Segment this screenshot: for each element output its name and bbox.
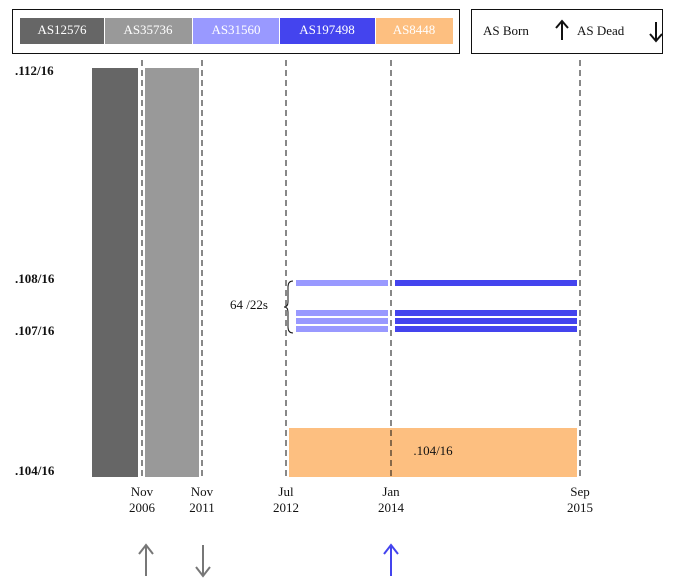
y-label: .112/16 [15, 63, 54, 78]
dead-arrow [195, 545, 211, 578]
legend-label: AS35736 [123, 22, 173, 37]
as31560-line [296, 280, 388, 286]
brace [283, 280, 294, 334]
legend-label: AS12576 [37, 22, 87, 37]
as31560-line [296, 310, 388, 316]
as8448-block [289, 428, 577, 477]
block-label: .104/16 [413, 443, 453, 458]
dead-icon [649, 22, 663, 43]
as31560-line [296, 326, 388, 332]
x-year: 2015 [567, 500, 593, 515]
born-arrow [383, 543, 399, 576]
legend-swatch [105, 18, 192, 44]
prefix-lines [296, 280, 577, 332]
as197498-line [395, 326, 577, 332]
x-year: 2006 [129, 500, 156, 515]
x-month: Jan [382, 484, 400, 499]
dead-label: AS Dead [577, 23, 625, 38]
as31560-line [296, 318, 388, 324]
y-label: .104/16 [15, 463, 55, 478]
as197498-line [395, 280, 577, 286]
as197498-line [395, 318, 577, 324]
x-year: 2012 [273, 500, 299, 515]
born-label: AS Born [483, 23, 529, 38]
x-month: Sep [570, 484, 590, 499]
x-month: Jul [278, 484, 294, 499]
as35736-block [145, 68, 199, 477]
born-icon [555, 19, 569, 40]
born-arrow [138, 543, 154, 576]
annotation: 64 /22s [230, 297, 268, 312]
legend-swatch [280, 18, 375, 44]
x-year: 2011 [189, 500, 215, 515]
legend-label: AS31560 [211, 22, 260, 37]
legend-swatch [376, 18, 453, 44]
x-year: 2014 [378, 500, 405, 515]
legend-label: AS8448 [393, 22, 436, 37]
x-month: Nov [131, 484, 154, 499]
y-label: .108/16 [15, 271, 55, 286]
event-legend-box [471, 9, 663, 54]
y-label: .107/16 [15, 323, 55, 338]
legend-swatch [193, 18, 279, 44]
legend-label: AS197498 [299, 22, 355, 37]
x-month: Nov [191, 484, 214, 499]
legend-box [12, 9, 460, 54]
as197498-line [395, 310, 577, 316]
as12576-block [92, 68, 138, 477]
legend-swatch [20, 18, 104, 44]
